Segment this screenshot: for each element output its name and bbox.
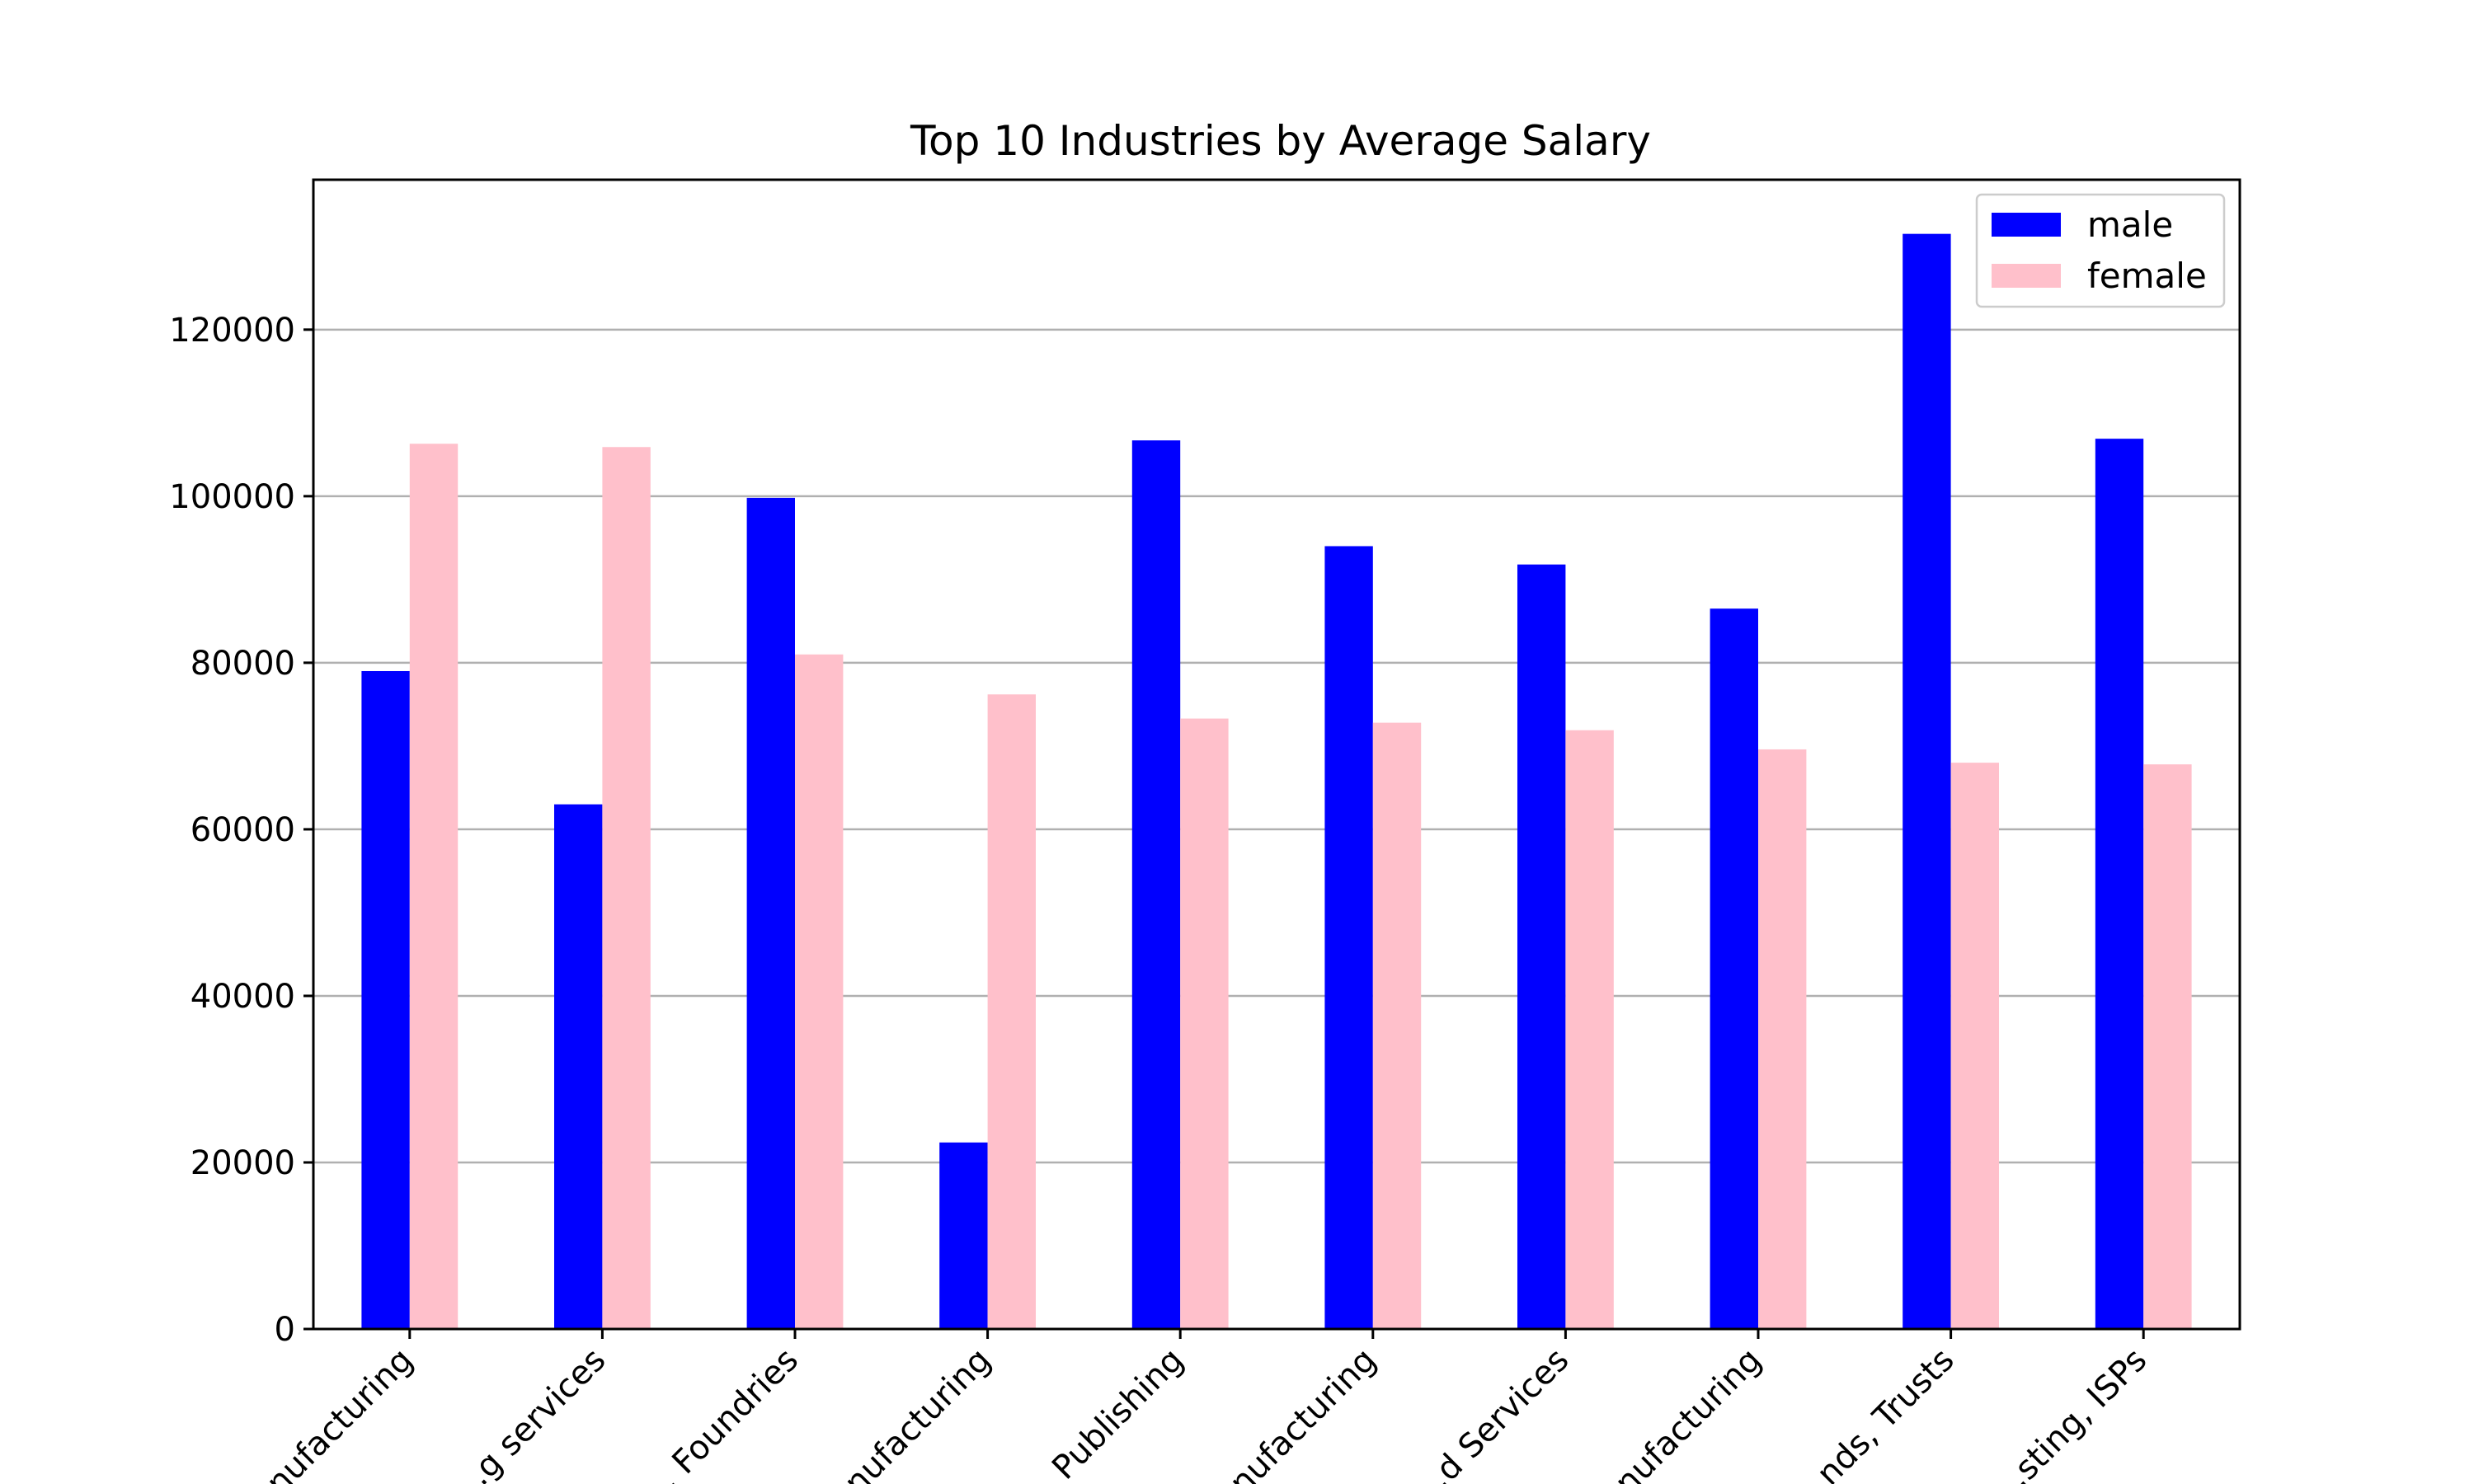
bar-male (554, 804, 603, 1329)
legend-swatch-male (1992, 213, 2061, 237)
x-tick-label: ...nds, Trusts (1787, 1341, 1961, 1484)
legend: male female (1975, 193, 2226, 308)
bars (361, 233, 2192, 1330)
plot-frame (312, 178, 2241, 1331)
x-tick-label: ...nufacturing (1200, 1341, 1384, 1484)
bar-female (1950, 763, 1999, 1329)
x-tick-label: ... Foundries (636, 1341, 806, 1484)
x-tick-label: ...nufacturing (815, 1341, 999, 1484)
bar-male (746, 497, 795, 1329)
chart-title: Top 10 Industries by Average Salary (910, 117, 1651, 165)
x-tick-label: Publishing (1045, 1341, 1191, 1484)
legend-swatch-female (1992, 264, 2061, 288)
x-tick-label: ...nufacturing (1585, 1341, 1769, 1484)
x-tick-label: ...nufacturing (237, 1341, 421, 1484)
bar-male (939, 1142, 988, 1329)
bar-male (1710, 608, 1758, 1329)
bar-male (1131, 440, 1181, 1330)
y-axis: 0 20000 40000 60000 80000 100000 120000 (169, 312, 313, 1349)
bar-female (1565, 730, 1614, 1329)
y-tick-label: 60000 (190, 811, 295, 849)
bar-male (361, 670, 410, 1329)
bar-female (2143, 764, 2192, 1329)
x-tick-label: ...d Services (1407, 1341, 1577, 1484)
bar-female (1180, 718, 1229, 1329)
legend-label-male: male (2087, 204, 2173, 245)
bar-male (2095, 439, 2144, 1330)
bar-female (987, 694, 1036, 1329)
y-tick-label: 100000 (169, 478, 295, 516)
y-tick-label: 20000 (190, 1144, 295, 1182)
bar-male (1517, 564, 1566, 1329)
bar-male (1324, 546, 1373, 1329)
bar-female (409, 444, 459, 1329)
x-tick-label: ...sting, ISPs (1986, 1341, 2155, 1484)
bar-female (602, 447, 651, 1329)
bar-female (1372, 722, 1422, 1329)
y-tick-label: 0 (275, 1311, 295, 1349)
legend-label-female: female (2087, 256, 2207, 296)
y-tick-label: 80000 (190, 645, 295, 683)
x-axis: ...nufacturing ...g services... Foundries… (237, 1329, 2154, 1484)
bar-female (1758, 749, 1807, 1329)
y-tick-label: 120000 (169, 312, 295, 350)
bar-male (1903, 233, 1951, 1329)
bar-female (795, 654, 844, 1329)
y-tick-label: 40000 (190, 978, 295, 1016)
x-tick-label: ...g services (446, 1341, 613, 1484)
